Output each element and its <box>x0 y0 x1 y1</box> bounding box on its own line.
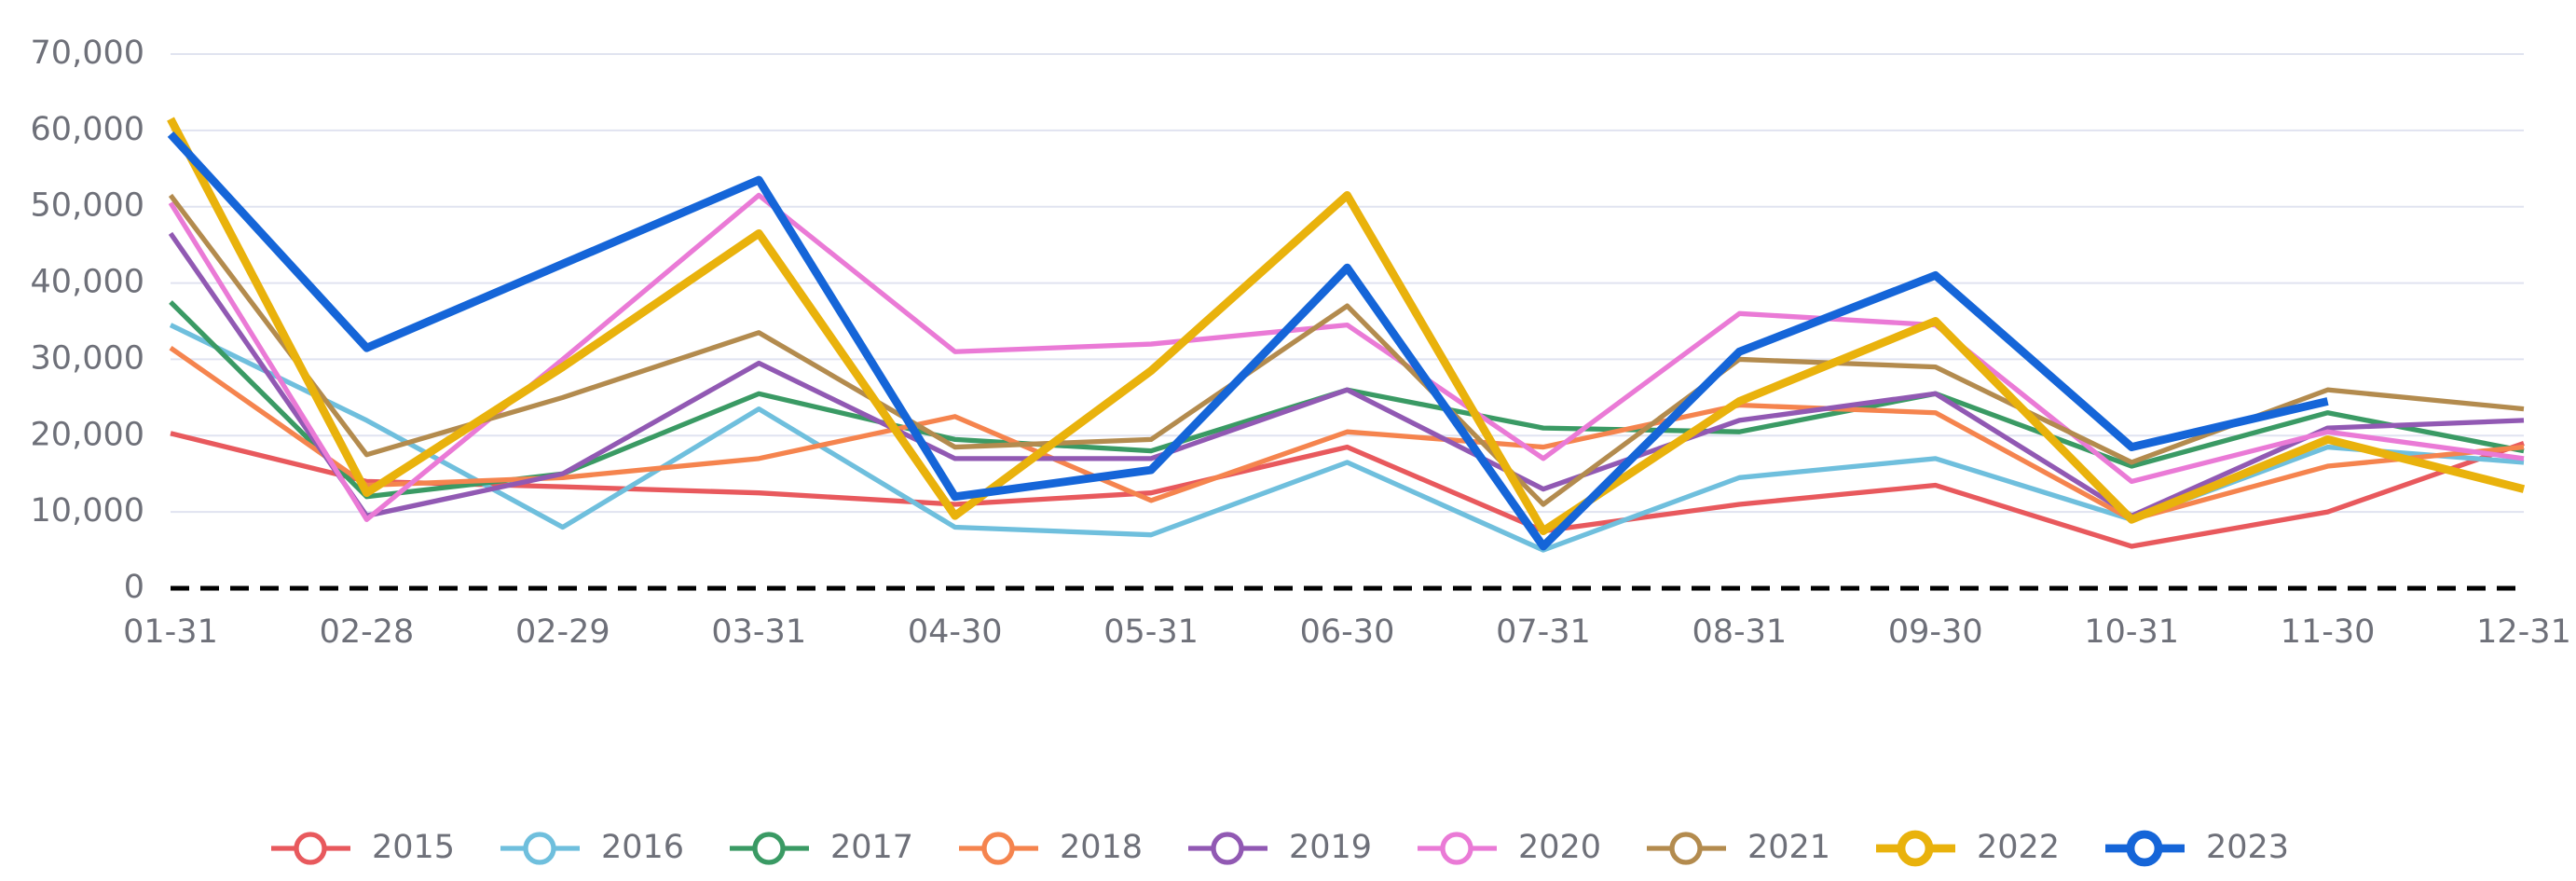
legend-icon-circle <box>523 832 556 865</box>
y-tick-label: 10,000 <box>31 492 144 530</box>
series-line <box>168 192 2525 522</box>
legend-icon-circle <box>1440 832 1473 865</box>
series-line <box>168 193 2525 507</box>
legend-label: 2017 <box>830 829 913 866</box>
y-tick-label: 20,000 <box>31 416 144 453</box>
x-tick-label: 11-30 <box>2281 613 2376 651</box>
x-tick-label: 12-31 <box>2476 613 2571 651</box>
legend-icon-circle <box>1669 832 1703 865</box>
y-tick-label: 70,000 <box>31 34 144 72</box>
legend-icon-circle <box>981 832 1015 865</box>
legend-icon-circle <box>752 832 786 865</box>
x-tick-label: 04-30 <box>908 613 1003 651</box>
series-line <box>170 431 2525 549</box>
x-tick-label: 02-29 <box>515 613 610 651</box>
legend-label: 2023 <box>2206 829 2289 866</box>
y-tick-label: 30,000 <box>31 339 144 377</box>
series-line <box>167 117 2526 536</box>
x-tick-label: 05-31 <box>1103 613 1199 651</box>
x-tick-label: 06-30 <box>1300 613 1395 651</box>
y-tick-label: 0 <box>124 569 144 606</box>
x-tick-label: 08-31 <box>1692 613 1787 651</box>
x-tick-label: 10-31 <box>2084 613 2179 651</box>
legend-icon-circle <box>2126 830 2163 867</box>
legend-icon-circle <box>1897 830 1934 867</box>
x-tick-label: 07-31 <box>1496 613 1591 651</box>
series-line <box>169 300 2525 500</box>
x-tick-label: 01-31 <box>123 613 218 651</box>
x-tick-label: 09-30 <box>1888 613 1983 651</box>
legend-label: 2016 <box>601 829 684 866</box>
y-tick-label: 50,000 <box>31 187 144 225</box>
x-tick-label: 03-31 <box>711 613 806 651</box>
legend-icon-circle <box>1211 832 1244 865</box>
legend-label: 2015 <box>372 829 455 866</box>
legend-label: 2022 <box>1977 829 2060 866</box>
legend-label: 2019 <box>1289 829 1372 866</box>
y-tick-label: 60,000 <box>31 111 144 148</box>
x-tick-label: 02-28 <box>320 613 415 651</box>
legend-label: 2021 <box>1747 829 1830 866</box>
series-line <box>167 131 2329 551</box>
legend-label: 2020 <box>1518 829 1601 866</box>
legend-icon-circle <box>294 832 327 865</box>
legend-label: 2018 <box>1060 829 1143 866</box>
y-tick-label: 40,000 <box>31 264 144 301</box>
